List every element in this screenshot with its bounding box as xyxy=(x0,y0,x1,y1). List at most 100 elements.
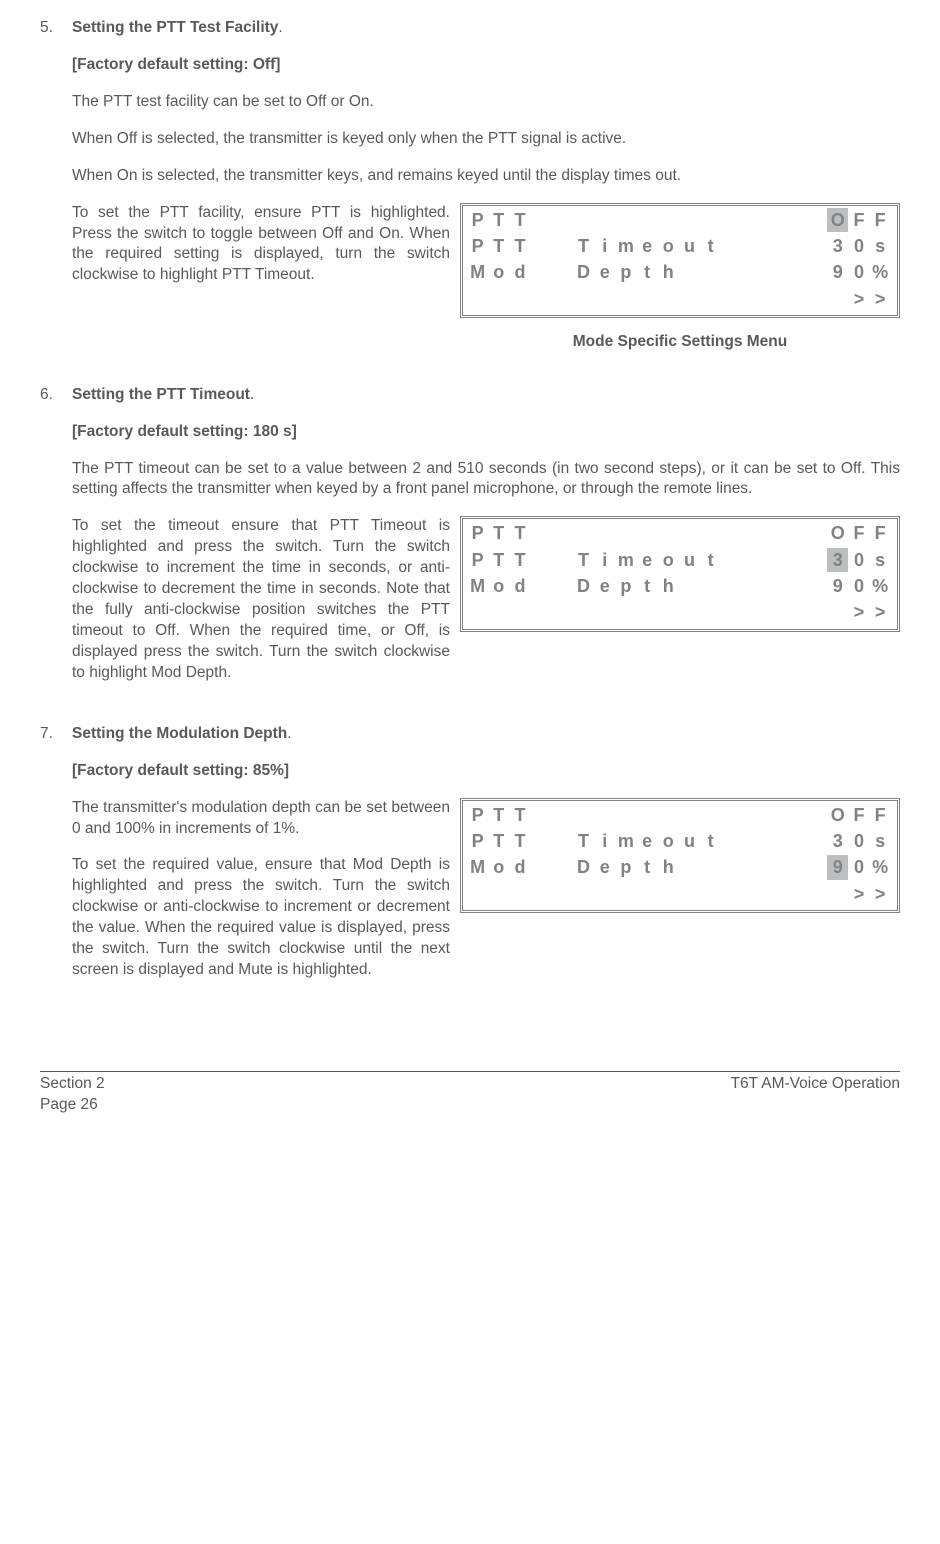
lcd-cell xyxy=(785,521,806,545)
lcd-cell xyxy=(742,234,763,258)
lcd-cell xyxy=(615,600,636,624)
footer-page: Page 26 xyxy=(40,1095,105,1116)
lcd-cell: > xyxy=(870,287,891,311)
lcd-cell: T xyxy=(488,829,509,853)
lcd-cell xyxy=(679,521,700,545)
lcd-cell xyxy=(531,260,552,284)
lcd-cell xyxy=(700,600,721,624)
section-title: Setting the Modulation Depth xyxy=(72,725,287,742)
lcd-row: PTTTimeout30s xyxy=(463,829,897,855)
lcd-cell: u xyxy=(679,548,700,572)
lcd-cell: 3 xyxy=(827,548,848,572)
lcd-cell xyxy=(552,260,573,284)
lcd-cell xyxy=(721,829,742,853)
default-setting: [Factory default setting: 85%] xyxy=(72,761,900,782)
lcd-cell: t xyxy=(700,829,721,853)
lcd-cell: 0 xyxy=(848,548,869,572)
lcd-cell xyxy=(764,521,785,545)
lcd-cell xyxy=(658,208,679,232)
lcd-cell xyxy=(827,600,848,624)
lcd-cell xyxy=(700,574,721,598)
lcd-cell xyxy=(552,855,573,879)
lcd-cell xyxy=(785,287,806,311)
lcd-cell xyxy=(764,548,785,572)
lcd-cell xyxy=(679,882,700,906)
lcd-display: PTTOFFPTTTimeout30sModDepth90%>> xyxy=(460,798,900,913)
lcd-cell xyxy=(531,521,552,545)
section-number: 5. xyxy=(40,18,72,39)
lcd-cell xyxy=(700,521,721,545)
lcd-row: PTTOFF xyxy=(463,803,897,829)
lcd-cell: T xyxy=(509,803,530,827)
lcd-cell: T xyxy=(509,208,530,232)
lcd-cell: s xyxy=(870,829,891,853)
lcd-cell xyxy=(573,521,594,545)
lcd-cell xyxy=(573,882,594,906)
lcd-caption: Mode Specific Settings Menu xyxy=(460,332,900,353)
lcd-cell xyxy=(679,574,700,598)
section-header: 6. Setting the PTT Timeout. xyxy=(40,385,900,406)
lcd-row: >> xyxy=(463,600,897,626)
side-text: To set the PTT facility, ensure PTT is h… xyxy=(72,203,450,287)
lcd-wrap: PTTOFFPTTTimeout30sModDepth90%>> xyxy=(460,516,900,631)
lcd-cell: e xyxy=(637,234,658,258)
lcd-cell: O xyxy=(827,208,848,232)
lcd-cell: 9 xyxy=(827,855,848,879)
lcd-cell: t xyxy=(700,234,721,258)
lcd-cell xyxy=(509,600,530,624)
lcd-cell: e xyxy=(594,855,615,879)
lcd-cell xyxy=(806,287,827,311)
lcd-cell xyxy=(488,882,509,906)
lcd-cell: F xyxy=(870,803,891,827)
lcd-cell xyxy=(679,260,700,284)
lcd-cell xyxy=(615,521,636,545)
side-text: To set the required value, ensure that M… xyxy=(72,855,450,981)
lcd-cell xyxy=(742,855,763,879)
lcd-cell xyxy=(531,574,552,598)
lcd-cell xyxy=(785,803,806,827)
lcd-cell xyxy=(827,882,848,906)
lcd-cell: e xyxy=(594,574,615,598)
lcd-cell xyxy=(637,600,658,624)
lcd-cell: s xyxy=(870,234,891,258)
lcd-cell: T xyxy=(573,234,594,258)
footer-section: Section 2 xyxy=(40,1074,105,1095)
lcd-cell: 0 xyxy=(848,574,869,598)
lcd-cell: % xyxy=(870,574,891,598)
lcd-cell xyxy=(764,208,785,232)
lcd-cell: t xyxy=(637,855,658,879)
lcd-cell xyxy=(615,882,636,906)
paragraph: When On is selected, the transmitter key… xyxy=(72,166,900,187)
lcd-cell xyxy=(764,574,785,598)
footer-right: T6T AM-Voice Operation xyxy=(731,1074,900,1116)
lcd-cell xyxy=(509,287,530,311)
lcd-cell: T xyxy=(509,829,530,853)
lcd-cell: O xyxy=(827,803,848,827)
lcd-cell xyxy=(764,829,785,853)
lcd-cell: % xyxy=(870,855,891,879)
lcd-cell xyxy=(679,208,700,232)
lcd-cell: T xyxy=(573,548,594,572)
lcd-cell xyxy=(806,574,827,598)
lcd-cell: p xyxy=(615,855,636,879)
paragraph: When Off is selected, the transmitter is… xyxy=(72,129,900,150)
lcd-cell xyxy=(742,574,763,598)
paragraph: The PTT test facility can be set to Off … xyxy=(72,92,900,113)
lcd-cell xyxy=(785,855,806,879)
lcd-wrap: PTTOFFPTTTimeout30sModDepth90%>> xyxy=(460,798,900,913)
dot: . xyxy=(278,19,282,36)
lcd-cell: D xyxy=(573,855,594,879)
lcd-cell xyxy=(742,803,763,827)
lcd-cell xyxy=(531,855,552,879)
lcd-cell: > xyxy=(870,600,891,624)
lcd-cell xyxy=(552,521,573,545)
lcd-cell: T xyxy=(488,234,509,258)
lcd-cell xyxy=(721,882,742,906)
lcd-cell: p xyxy=(615,574,636,598)
lcd-cell xyxy=(806,855,827,879)
lcd-cell xyxy=(742,882,763,906)
lcd-cell xyxy=(467,600,488,624)
lcd-row: PTTTimeout30s xyxy=(463,548,897,574)
page-footer: Section 2 Page 26 T6T AM-Voice Operation xyxy=(40,1071,900,1116)
lcd-cell xyxy=(552,287,573,311)
